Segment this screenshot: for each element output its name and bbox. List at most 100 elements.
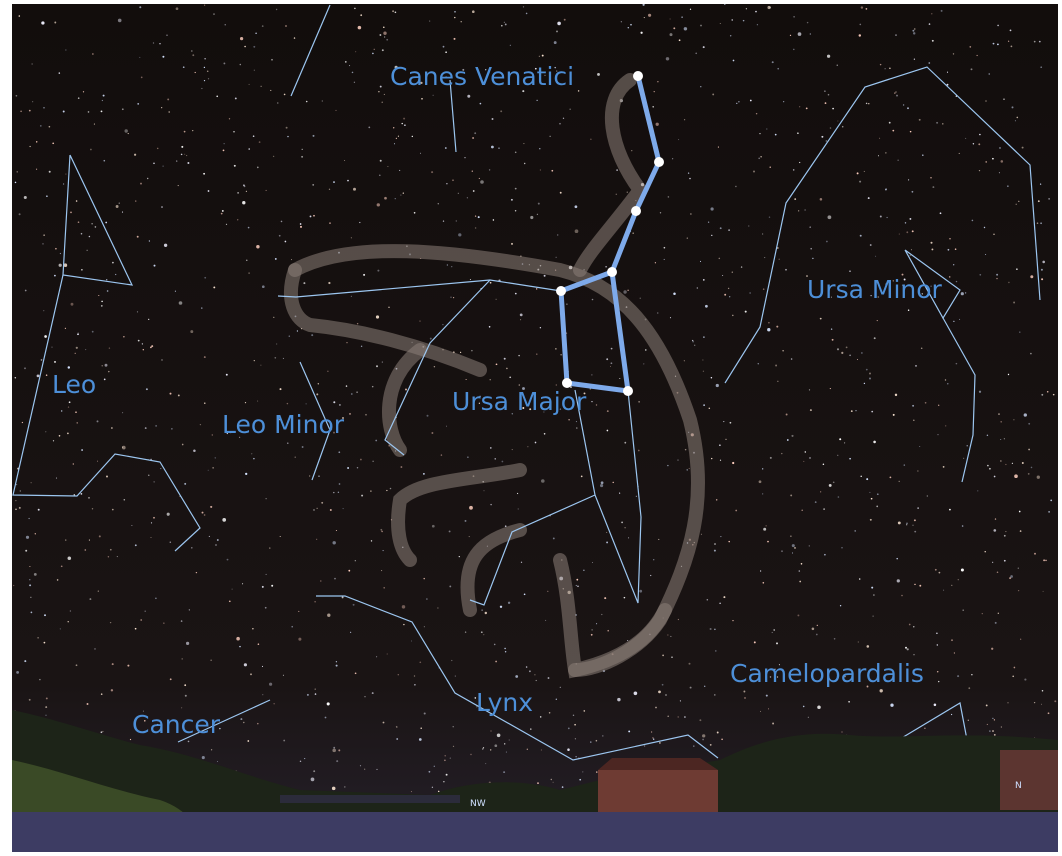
star: [504, 743, 505, 744]
star: [1015, 120, 1016, 121]
star: [60, 628, 61, 629]
star: [680, 700, 681, 701]
star: [162, 56, 164, 58]
star: [334, 578, 336, 580]
star: [336, 661, 337, 662]
star: [38, 509, 40, 511]
star: [195, 72, 196, 73]
star: [34, 573, 37, 576]
star: [537, 100, 538, 101]
star: [390, 488, 392, 490]
star: [1001, 160, 1004, 163]
star: [957, 675, 959, 677]
star: [797, 614, 799, 616]
star: [915, 365, 917, 367]
star: [349, 65, 350, 66]
star: [1039, 41, 1041, 43]
star: [792, 552, 793, 553]
star: [318, 383, 319, 384]
star: [553, 537, 555, 539]
star: [801, 509, 803, 511]
star: [81, 269, 83, 271]
star: [382, 362, 383, 363]
star: [956, 363, 958, 365]
star: [913, 654, 915, 656]
star: [539, 148, 540, 149]
star: [78, 221, 80, 223]
star: [427, 415, 429, 417]
star: [371, 540, 372, 541]
star: [873, 441, 876, 444]
star: [826, 140, 828, 142]
star: [378, 91, 379, 92]
star: [419, 738, 422, 741]
star: [424, 712, 426, 714]
star: [490, 379, 491, 380]
star: [544, 275, 546, 277]
star: [16, 671, 19, 674]
star: [876, 506, 878, 508]
star: [846, 347, 848, 349]
star: [24, 367, 26, 369]
star: [911, 249, 912, 250]
star: [76, 200, 78, 202]
star: [764, 257, 765, 258]
star: [645, 349, 646, 350]
star: [17, 171, 18, 172]
star: [245, 402, 246, 403]
star: [211, 660, 212, 661]
star: [309, 475, 310, 476]
star: [333, 401, 335, 403]
star: [917, 470, 918, 471]
star: [359, 222, 360, 223]
star: [258, 643, 260, 645]
star: [536, 680, 537, 681]
star: [627, 640, 628, 641]
star: [539, 56, 540, 57]
star: [105, 364, 108, 367]
star: [1020, 639, 1021, 640]
star: [431, 432, 433, 434]
star: [211, 749, 212, 750]
star: [248, 227, 250, 229]
star: [707, 599, 709, 601]
star: [656, 123, 659, 126]
star: [1008, 41, 1009, 42]
star: [386, 490, 387, 491]
star: [689, 663, 691, 665]
star: [658, 539, 659, 540]
star: [344, 786, 346, 788]
star: [247, 740, 249, 742]
star: [257, 167, 259, 169]
star: [841, 547, 842, 548]
star: [755, 11, 757, 13]
star: [347, 467, 349, 469]
star: [383, 722, 385, 724]
star: [762, 233, 763, 234]
star: [68, 406, 69, 407]
star: [670, 18, 671, 19]
star: [423, 578, 424, 579]
star: [46, 374, 48, 376]
star: [281, 221, 283, 223]
star: [837, 65, 838, 66]
star: [995, 622, 997, 624]
star: [798, 210, 799, 211]
star: [45, 431, 46, 432]
star: [871, 587, 873, 589]
star: [207, 71, 209, 73]
star: [907, 107, 909, 109]
star: [870, 244, 872, 246]
star: [582, 771, 583, 772]
star: [303, 282, 305, 284]
star: [458, 233, 461, 236]
star: [387, 653, 388, 654]
star: [951, 585, 952, 586]
star: [899, 234, 900, 235]
star: [493, 219, 494, 220]
star: [277, 102, 278, 103]
star: [301, 156, 303, 158]
star: [438, 203, 439, 204]
star: [540, 716, 542, 718]
star: [150, 347, 152, 349]
